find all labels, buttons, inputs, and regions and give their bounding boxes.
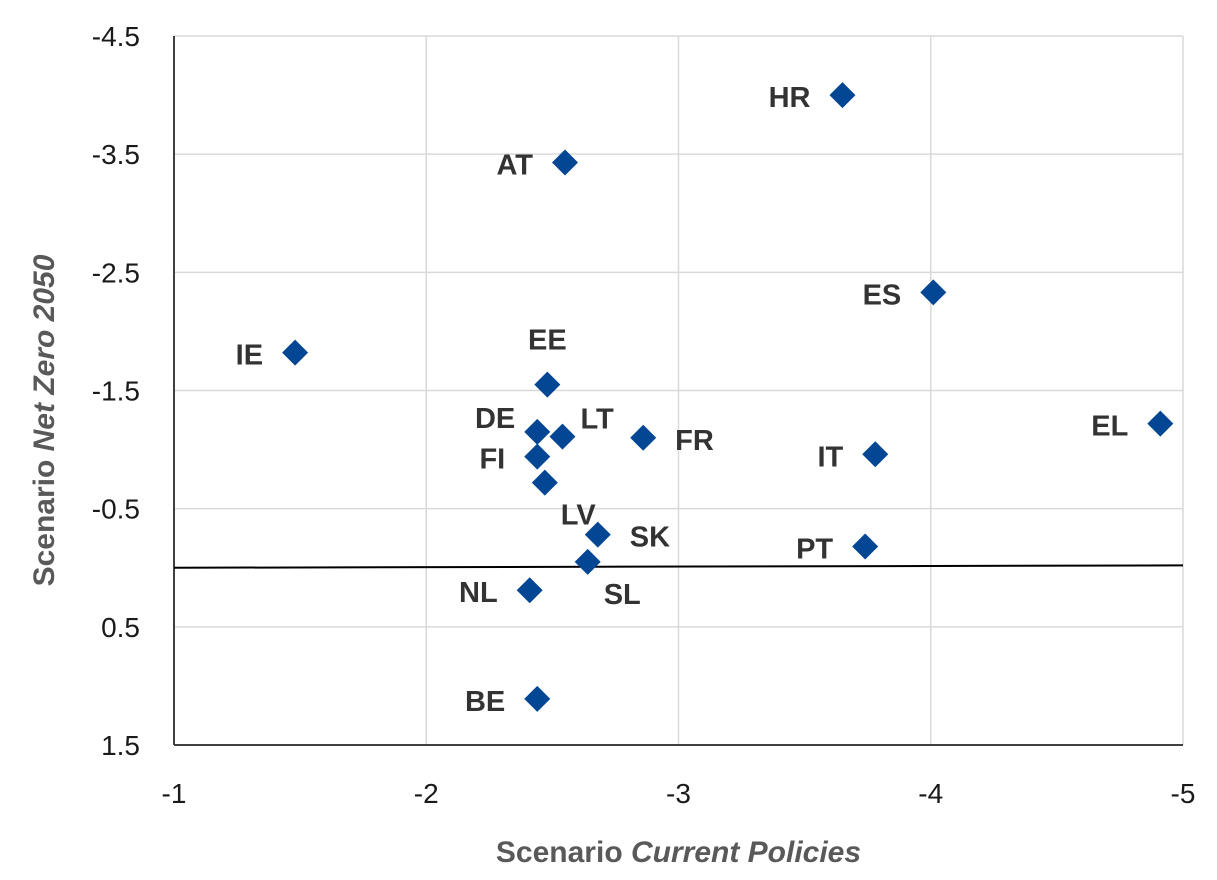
x-axis-title: Scenario Current Policies bbox=[496, 836, 861, 869]
point-marker-hr bbox=[829, 82, 856, 109]
point-label-ie: IE bbox=[236, 340, 263, 372]
point-marker-lv bbox=[531, 469, 558, 496]
y-tick-label: -0.5 bbox=[92, 494, 140, 525]
point-label-it: IT bbox=[817, 441, 843, 473]
x-tick-label: -5 bbox=[1171, 778, 1196, 809]
y-tick-label: -4.5 bbox=[92, 21, 140, 52]
point-marker-ee bbox=[534, 371, 561, 398]
point-labels: HR AT ES IE EE EL DE LT FR IT FI LV SK PT SL NL BE bbox=[236, 82, 1129, 718]
point-label-es: ES bbox=[863, 279, 902, 311]
y-axis-title-emphasis: Net Zero 2050 bbox=[28, 254, 61, 451]
point-marker-fr bbox=[630, 424, 657, 451]
point-marker-pt bbox=[852, 533, 879, 560]
y-axis-title: Scenario Net Zero 2050 bbox=[28, 254, 61, 586]
point-marker-at bbox=[551, 149, 578, 176]
y-tick-label: -1.5 bbox=[92, 376, 140, 407]
point-marker-lt bbox=[549, 423, 576, 450]
point-marker-sl bbox=[574, 548, 601, 575]
point-label-fr: FR bbox=[675, 425, 714, 457]
y-tick-label: -2.5 bbox=[92, 257, 140, 288]
point-label-pt: PT bbox=[796, 533, 833, 565]
point-marker-es bbox=[920, 279, 947, 306]
point-label-lt: LT bbox=[580, 404, 614, 436]
x-tick-label: -3 bbox=[666, 778, 691, 809]
x-axis-title-emphasis: Current Policies bbox=[631, 836, 861, 869]
point-label-lv: LV bbox=[561, 500, 597, 532]
point-label-nl: NL bbox=[459, 577, 498, 609]
axes bbox=[173, 36, 1184, 746]
x-tick-label: -2 bbox=[414, 778, 439, 809]
point-label-fi: FI bbox=[479, 444, 505, 476]
x-axis-title-prefix: Scenario bbox=[496, 836, 631, 869]
gridlines bbox=[174, 35, 1184, 745]
point-label-hr: HR bbox=[769, 82, 811, 114]
tick-labels: -1 -2 -3 -4 -5 -4.5 -3.5 -2.5 -1.5 -0.5 0.5 1.5 bbox=[92, 21, 1196, 809]
point-marker-nl bbox=[516, 577, 543, 604]
x-tick-label: -1 bbox=[162, 778, 187, 809]
point-marker-el bbox=[1147, 410, 1174, 437]
data-points bbox=[282, 82, 1174, 712]
point-label-be: BE bbox=[465, 686, 505, 718]
point-label-sk: SK bbox=[630, 522, 670, 554]
point-label-de: DE bbox=[475, 403, 515, 435]
point-marker-it bbox=[862, 441, 889, 468]
y-tick-label: 1.5 bbox=[101, 730, 140, 761]
point-marker-sk bbox=[584, 521, 611, 548]
point-label-ee: EE bbox=[528, 325, 567, 357]
y-tick-label: 0.5 bbox=[101, 612, 140, 643]
point-marker-be bbox=[524, 685, 551, 712]
y-tick-label: -3.5 bbox=[92, 139, 140, 170]
point-label-at: AT bbox=[496, 149, 533, 181]
zero-reference-line bbox=[173, 564, 1184, 569]
point-marker-de bbox=[524, 418, 551, 445]
point-label-sl: SL bbox=[604, 579, 641, 611]
point-marker-ie bbox=[282, 339, 309, 366]
point-marker-fi bbox=[524, 443, 551, 470]
x-tick-label: -4 bbox=[918, 778, 943, 809]
y-axis-title-prefix: Scenario bbox=[28, 451, 61, 586]
point-label-el: EL bbox=[1091, 411, 1128, 443]
